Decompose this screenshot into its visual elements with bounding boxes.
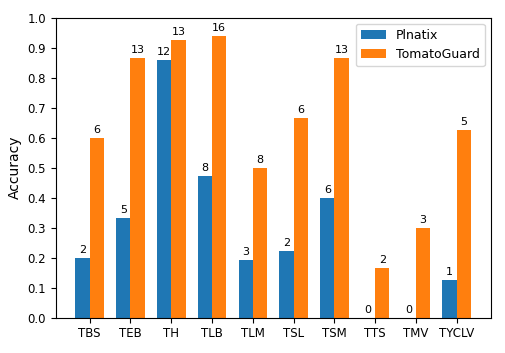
Text: 13: 13 — [130, 45, 144, 55]
Text: 0: 0 — [405, 305, 412, 315]
Bar — [334, 58, 348, 318]
Text: 8: 8 — [201, 163, 208, 173]
Bar — [279, 251, 293, 318]
Text: 2: 2 — [378, 255, 385, 265]
Bar — [374, 268, 389, 318]
Text: 2: 2 — [282, 238, 289, 249]
Legend: Plnatix, TomatoGuard: Plnatix, TomatoGuard — [355, 24, 484, 66]
Bar — [441, 280, 456, 318]
Text: 1: 1 — [445, 267, 452, 277]
Bar — [171, 40, 185, 318]
Text: 13: 13 — [334, 45, 348, 55]
Bar — [197, 176, 212, 318]
Text: 8: 8 — [256, 155, 263, 165]
Y-axis label: Accuracy: Accuracy — [8, 136, 22, 199]
Text: 3: 3 — [419, 215, 426, 225]
Text: 2: 2 — [79, 245, 86, 255]
Bar — [157, 60, 171, 318]
Bar — [238, 260, 252, 318]
Text: 0: 0 — [364, 305, 371, 315]
Bar — [320, 198, 334, 318]
Text: 12: 12 — [157, 47, 171, 57]
Text: 3: 3 — [242, 247, 249, 257]
Bar — [293, 118, 308, 318]
Text: 16: 16 — [212, 23, 226, 33]
Text: 6: 6 — [296, 105, 304, 115]
Bar — [252, 168, 267, 318]
Bar — [130, 58, 144, 318]
Bar — [89, 138, 104, 318]
Bar — [75, 258, 89, 318]
Text: 5: 5 — [120, 205, 127, 215]
Text: 6: 6 — [93, 125, 100, 135]
Bar — [456, 130, 470, 318]
Text: 5: 5 — [460, 117, 467, 127]
Text: 13: 13 — [171, 27, 185, 37]
Bar — [212, 36, 226, 318]
Bar — [116, 218, 130, 318]
Bar — [415, 228, 429, 318]
Text: 6: 6 — [323, 185, 330, 195]
